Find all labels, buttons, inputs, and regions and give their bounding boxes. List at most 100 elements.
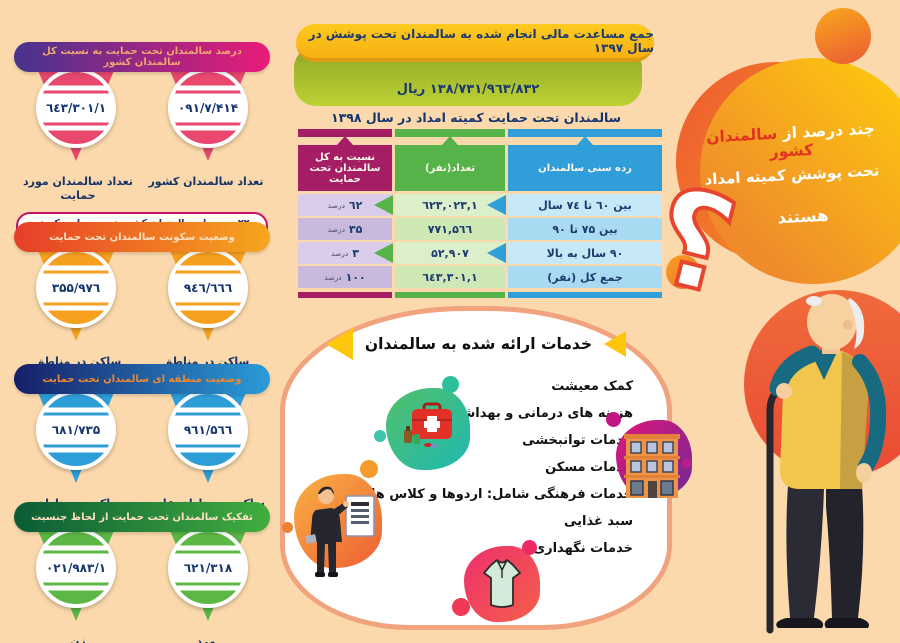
stat-pin: ٦٦٦/۹٤٦: [158, 245, 258, 349]
table-cell-percent: ۳ درصد: [298, 242, 392, 264]
stat-pin: ۹٦۱/۵٦٦: [158, 387, 258, 491]
pin-circle: ۱/٦٤۳/۳٠۱: [36, 68, 116, 148]
service-item: خدمات فرهنگی شامل: اردوها و کلاس های آمو…: [300, 487, 633, 502]
section-title: تفکیک سالمندان تحت حمایت از لحاظ جنسیت: [14, 502, 270, 532]
blob-satellite-dot: [282, 522, 293, 533]
decorative-circle-dot: [666, 255, 700, 289]
decorative-circle-yellow: [700, 58, 900, 284]
pin-circle: ۹٦۱/۵٦٦: [168, 390, 248, 470]
elderly-age-table: رده سنی سالمندان بین ٦٠ تا ۷٤ سال بین ۷۵…: [298, 129, 662, 298]
percent-unit: درصد: [327, 200, 345, 210]
column-header: رده سنی سالمندان: [508, 136, 662, 191]
stat-label: زن: [70, 635, 86, 643]
table-cell-percent-total: ۱٠٠ درصد: [298, 266, 392, 288]
section-title: وضعیت منطقه ای سالمندان تحت حمایت: [14, 364, 270, 394]
pin-circle: ۷/۴۱۴/٠۹۱: [168, 68, 248, 148]
stat-value: ٦۸۱/۷۳۵: [51, 423, 101, 437]
shirt-icon: [483, 559, 521, 608]
table-cell-age: ۹٠ سال به بالا: [487, 242, 662, 264]
stat-value: ٦٦٦/۹٤٦: [183, 281, 233, 295]
pin-circle: ٦٦٦/۹٤٦: [168, 248, 248, 328]
column-bottom-strip: [508, 292, 662, 298]
percent-value: ۱٠٠: [345, 270, 366, 284]
section-title: وضعیت سکونت سالمندان تحت حمایت: [14, 222, 270, 252]
percent-unit: درصد: [331, 248, 349, 258]
table-column-age: رده سنی سالمندان بین ٦٠ تا ۷٤ سال بین ۷۵…: [487, 129, 662, 298]
table-column-count: تعداد(نفر) ۱,٠۲۳,٦۲۳ ۵٦٦,۷۷۱ ۵۲,۹٠۷ ۱,٦٤…: [374, 129, 505, 298]
building-icon: [624, 434, 680, 498]
elderly-man-with-cane-illustration: [766, 294, 887, 634]
service-item: خدمات نگهداری: [533, 541, 633, 556]
section-residence-status: وضعیت سکونت سالمندان تحت حمایت ٦٦٦/۹٤٦ ۹…: [14, 222, 270, 383]
stat-pin: ۱/٠۲۱/۹۸۳: [26, 525, 126, 629]
finance-title-pill: جمع مساعدت مالی انجام شده به سالمندان تح…: [296, 24, 654, 62]
yellow-triangle-icon: [604, 331, 627, 357]
column-bottom-strip: [298, 292, 392, 298]
services-title: خدمات ارائه شده به سالمندان: [364, 335, 593, 353]
table-cell-count: ۵٦٦,۷۷۱: [395, 218, 505, 240]
service-item: کمک معیشت: [551, 379, 633, 394]
blob-satellite-dot: [360, 460, 378, 478]
stat-pin: ۱/٦٤۳/۳٠۱: [26, 65, 126, 169]
pin-circle: ٦۲۱/۳۱۸: [168, 528, 248, 608]
decorative-circle-small-top: [815, 8, 871, 64]
stat-value: ۹۷٦/۳۵۵: [51, 281, 101, 295]
service-item: خدمات مسکن: [545, 460, 633, 475]
services-title-row: خدمات ارائه شده به سالمندان: [285, 328, 667, 360]
column-top-strip: [395, 129, 505, 137]
person-blob: [282, 460, 394, 580]
blob-satellite-dot: [374, 430, 386, 442]
blob-satellite-dot: [606, 412, 621, 427]
stat-pin: ٦۲۱/۳۱۸: [158, 525, 258, 629]
table-cell-age-total: جمع کل (نفر): [508, 266, 662, 288]
stat-value: ۱/٦٤۳/۳٠۱: [45, 101, 107, 115]
service-item: خدمات توانبخشی: [522, 433, 633, 448]
table-cell-age: بین ٦٠ تا ۷٤ سال: [487, 194, 662, 216]
table-cell-age: بین ۷۵ تا ۹٠: [508, 218, 662, 240]
blob-satellite-dot: [452, 598, 470, 616]
table-title: سالمندان تحت حمایت کمیته امداد در سال ۱۳…: [330, 110, 622, 125]
percent-value: ۳۵: [348, 222, 363, 236]
table-cell-count: ۱,٠۲۳,٦۲۳: [374, 194, 505, 216]
stat-pin: ۷/۴۱۴/٠۹۱: [158, 65, 258, 169]
section-title: درصد سالمندان تحت حمایت به نسبت کل سالمن…: [14, 42, 270, 72]
stat-label: تعداد سالمندان مورد حمایت: [23, 175, 133, 202]
column-top-strip: [298, 129, 392, 137]
building-blob: [606, 412, 700, 506]
services-list: کمک معیشت هزینه های درمانی و بهداشتی خدم…: [300, 373, 633, 562]
table-cell-percent: ٦۲ درصد: [298, 194, 392, 216]
medkit-blob: [374, 376, 484, 478]
percent-unit: درصد: [324, 272, 342, 282]
presenter-icon: [305, 486, 375, 577]
pin-circle: ۱/٠۲۱/۹۸۳: [36, 528, 116, 608]
yellow-triangle-icon: [325, 328, 353, 360]
percent-unit: درصد: [327, 224, 345, 234]
pin-circle: ٦۸۱/۷۳۵: [36, 390, 116, 470]
percent-value: ٦۲: [348, 198, 363, 212]
stat-pin: ۹۷٦/۳۵۵: [26, 245, 126, 349]
stat-value: ۹٦۱/۵٦٦: [183, 423, 233, 437]
column-top-strip: [508, 129, 662, 137]
shirt-blob: [450, 538, 550, 632]
section-gender-breakdown: تفکیک سالمندان تحت حمایت از لحاظ جنسیت ٦…: [14, 502, 270, 643]
first-aid-kit-icon: [404, 402, 452, 448]
stat-value: ۷/۴۱۴/٠۹۱: [177, 101, 239, 115]
stat-label: تعداد سالمندان کشور: [148, 175, 264, 188]
stat-pin: ٦۸۱/۷۳۵: [26, 387, 126, 491]
column-header: نسبت به کل سالمندان تحت حمایت: [298, 136, 392, 191]
stat-value: ٦۲۱/۳۱۸: [183, 561, 233, 575]
section-regional-status: وضعیت منطقه ای سالمندان تحت حمایت ۹٦۱/۵٦…: [14, 364, 270, 525]
table-column-percent: نسبت به کل سالمندان تحت حمایت ٦۲ درصد ۳۵…: [298, 129, 392, 298]
stat-label: مرد: [196, 635, 216, 643]
column-header: تعداد(نفر): [395, 136, 505, 191]
pin-circle: ۹۷٦/۳۵۵: [36, 248, 116, 328]
table-cell-count: ۵۲,۹٠۷: [374, 242, 505, 264]
blob-satellite-dot: [442, 376, 459, 393]
column-bottom-strip: [395, 292, 505, 298]
blob-satellite-dot: [522, 540, 537, 555]
service-item: هزینه های درمانی و بهداشتی: [444, 406, 633, 421]
percent-value: ۳: [352, 246, 359, 260]
stat-value: ۱/٠۲۱/۹۸۳: [45, 561, 107, 575]
question-text-white: چند درصد از: [782, 119, 876, 143]
